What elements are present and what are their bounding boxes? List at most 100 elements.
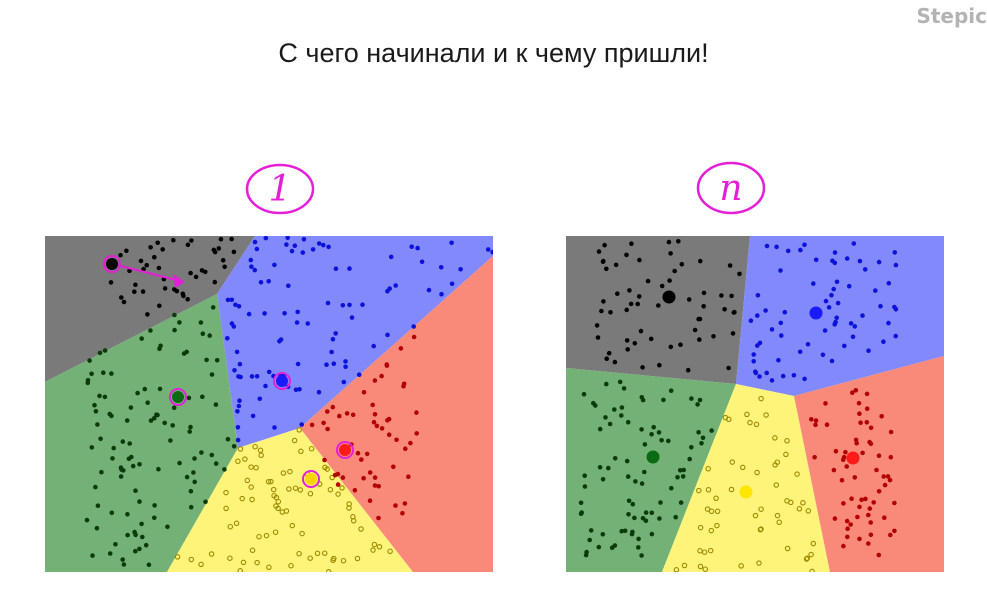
data-point-blue [791, 373, 797, 378]
data-point-blue [892, 250, 898, 255]
data-point-blue [329, 349, 334, 355]
data-point-black [193, 274, 199, 280]
data-point-black [595, 335, 601, 340]
data-point-red [860, 450, 865, 456]
data-point-green [85, 380, 91, 386]
data-point-green [170, 423, 175, 428]
data-point-red [888, 454, 894, 460]
data-point-blue [310, 247, 316, 252]
data-point-blue [755, 313, 760, 318]
data-point-green [121, 562, 127, 567]
cluster-region-black [566, 236, 750, 384]
data-point-yellow [681, 562, 688, 569]
data-point-red [325, 426, 330, 432]
data-point-blue [236, 403, 242, 409]
data-point-blue [321, 242, 326, 248]
data-point-blue [293, 387, 299, 393]
data-point-green [606, 465, 611, 471]
data-point-black [657, 362, 662, 368]
data-point-yellow [256, 533, 262, 540]
data-point-green [155, 412, 160, 418]
panel-label-text: n [719, 167, 743, 209]
data-point-green [582, 484, 588, 489]
data-point-blue [811, 281, 816, 286]
data-point-red [882, 515, 887, 520]
data-point-black [185, 242, 191, 248]
data-point-blue [254, 374, 260, 379]
data-point-red [809, 417, 814, 422]
data-point-blue [751, 352, 756, 357]
data-point-red [881, 474, 886, 479]
data-point-black [645, 278, 651, 284]
data-point-blue [225, 336, 230, 341]
centroid-highlight-ring [273, 372, 291, 390]
data-point-green [639, 481, 645, 486]
data-point-black [601, 299, 606, 304]
data-point-red [813, 418, 819, 423]
data-point-blue [295, 309, 300, 315]
data-point-red [340, 475, 346, 480]
data-point-green [231, 444, 237, 449]
data-point-green [709, 428, 714, 433]
data-point-blue [769, 378, 775, 383]
data-point-black [608, 310, 613, 315]
data-point-red [833, 448, 839, 454]
data-point-yellow [805, 508, 812, 514]
data-point-black [625, 347, 630, 352]
data-point-red [841, 454, 847, 460]
data-point-green [188, 504, 194, 510]
data-point-blue [490, 249, 493, 255]
data-point-green [209, 452, 215, 458]
data-point-green [143, 542, 149, 548]
data-point-black [185, 297, 190, 302]
data-point-black [124, 248, 129, 254]
data-point-green [642, 469, 647, 475]
data-point-yellow [273, 503, 279, 509]
centroid-green [646, 450, 660, 464]
data-point-blue [822, 328, 828, 333]
data-point-green [659, 438, 664, 443]
data-point-red [841, 501, 846, 506]
data-point-yellow [239, 495, 245, 502]
data-point-green [137, 499, 142, 504]
data-point-red [857, 536, 862, 542]
data-point-red [372, 475, 378, 480]
data-point-yellow [296, 550, 302, 557]
data-point-blue [778, 268, 783, 273]
data-point-red [888, 532, 893, 538]
data-point-blue [426, 287, 432, 293]
data-point-blue [360, 302, 365, 307]
data-point-blue [415, 245, 420, 251]
data-point-blue [262, 311, 267, 316]
data-point-blue [266, 369, 272, 375]
data-point-yellow [729, 459, 736, 465]
data-point-blue [805, 342, 811, 347]
data-point-green [213, 402, 219, 407]
cluster-region-green [566, 368, 736, 572]
data-point-black [697, 337, 702, 342]
data-point-green [186, 395, 192, 401]
data-point-yellow [697, 524, 704, 531]
data-point-red [332, 472, 338, 478]
data-point-green [125, 532, 130, 538]
data-point-green [102, 394, 108, 400]
data-point-green [133, 548, 138, 554]
data-point-blue [851, 241, 857, 246]
data-point-green [92, 402, 97, 408]
data-point-black [138, 258, 144, 264]
data-point-blue [769, 327, 775, 332]
data-point-green [619, 405, 625, 410]
data-point-green [111, 445, 116, 451]
data-point-green [98, 436, 103, 442]
data-point-yellow [358, 526, 364, 532]
data-point-blue [235, 409, 240, 414]
data-point-blue [820, 352, 826, 358]
data-point-black [121, 299, 127, 305]
data-point-yellow [235, 458, 241, 465]
data-point-green [695, 402, 700, 407]
data-point-blue [438, 265, 444, 270]
data-point-red [857, 504, 862, 510]
data-point-red [845, 526, 850, 531]
data-point-black [181, 293, 186, 299]
data-point-green [89, 445, 95, 450]
